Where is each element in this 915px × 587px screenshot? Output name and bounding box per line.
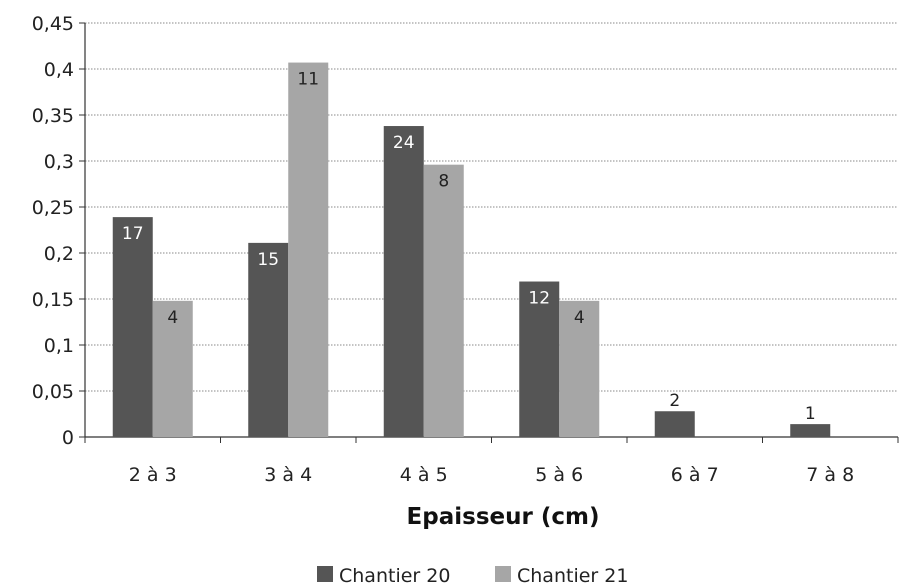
y-tick-label: 0,1 [44, 335, 74, 357]
y-tick-label: 0,35 [32, 105, 74, 127]
gridlines [85, 22, 898, 392]
x-tick-label: 6 à 7 [671, 464, 719, 486]
bar-1-4 [654, 411, 695, 437]
y-tick-label: 0,3 [44, 151, 74, 173]
x-tick-label: 7 à 8 [806, 464, 854, 486]
data-label: 8 [438, 172, 449, 192]
y-axis: 0 0,05 0,1 0,15 0,2 0,25 0,3 0,35 0,4 0,45 [32, 13, 86, 449]
data-label: 24 [393, 133, 415, 153]
y-tick-label: 0,4 [44, 59, 74, 81]
legend-swatch [495, 566, 511, 582]
x-tick-label: 5 à 6 [535, 464, 583, 486]
data-label: 2 [669, 391, 680, 411]
y-tick-label: 0,05 [32, 381, 74, 403]
y-tick-label: 0,2 [44, 243, 74, 265]
bar-1-5 [790, 424, 831, 437]
bars [112, 62, 831, 438]
data-label: 4 [574, 308, 585, 328]
data-label: 1 [805, 404, 816, 424]
data-label: 4 [167, 308, 178, 328]
legend-swatch [317, 566, 333, 582]
x-tick-label: 3 à 4 [264, 464, 312, 486]
bar-2-1 [288, 62, 329, 438]
bar-1-2 [383, 126, 424, 437]
y-tick-label: 0,45 [32, 13, 74, 35]
data-label: 11 [297, 70, 319, 90]
x-axis-title: Epaisseur (cm) [407, 504, 600, 530]
x-tick-label: 2 à 3 [129, 464, 177, 486]
bar-2-2 [423, 164, 464, 437]
data-label: 15 [257, 250, 279, 270]
x-tick-label: 4 à 5 [400, 464, 448, 486]
legend-label: Chantier 21 [517, 565, 628, 587]
legend: Chantier 20 Chantier 21 [317, 565, 628, 587]
bar-2-3 [559, 300, 600, 437]
x-axis: 2 à 3 3 à 4 4 à 5 5 à 6 6 à 7 7 à 8 [84, 436, 899, 486]
bar-1-0 [112, 217, 153, 437]
legend-label: Chantier 20 [339, 565, 450, 587]
y-tick-label: 0,25 [32, 197, 74, 219]
y-tick-label: 0 [62, 427, 74, 449]
data-label: 12 [528, 289, 550, 309]
bar-1-3 [519, 281, 560, 437]
y-tick-label: 0,15 [32, 289, 74, 311]
bar-2-0 [152, 300, 193, 437]
bar-1-1 [248, 242, 289, 437]
data-label: 17 [122, 224, 144, 244]
